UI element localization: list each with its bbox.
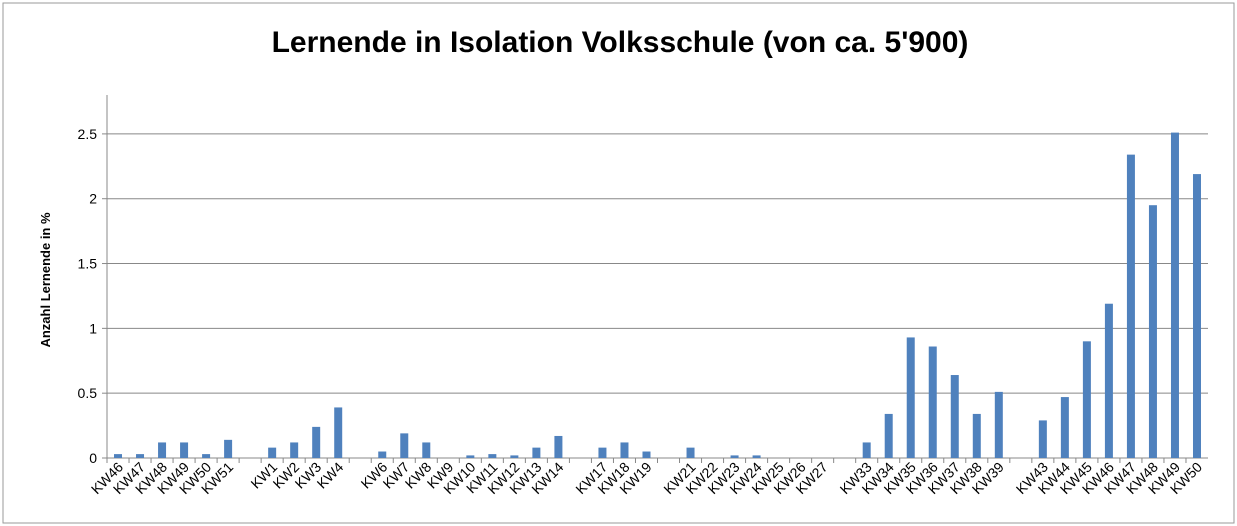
bar <box>158 442 167 458</box>
y-axis-label: Anzahl Lernende in % <box>38 212 53 348</box>
y-tick-label: 2 <box>89 191 97 207</box>
bar <box>1148 205 1157 458</box>
bar <box>1104 303 1113 458</box>
bar <box>1126 154 1135 458</box>
y-tick-label: 1 <box>89 320 97 336</box>
bar <box>1170 132 1179 458</box>
bar <box>554 435 563 458</box>
bar <box>928 346 937 458</box>
bar <box>994 391 1003 458</box>
bar <box>466 455 475 458</box>
bar <box>312 426 321 458</box>
bar <box>884 413 893 458</box>
bar <box>378 451 387 458</box>
bar <box>400 433 409 458</box>
bar <box>180 442 189 458</box>
bar <box>290 442 299 458</box>
bar <box>202 454 211 458</box>
bar <box>972 413 981 458</box>
chart-title: Lernende in Isolation Volksschule (von c… <box>272 26 969 59</box>
bar <box>950 375 959 458</box>
y-tick-label: 0.5 <box>78 385 98 401</box>
bar <box>752 455 761 458</box>
bar <box>1060 397 1069 458</box>
bar <box>1192 174 1201 458</box>
bar <box>862 442 871 458</box>
bar <box>510 455 519 458</box>
bar <box>136 454 145 458</box>
bar <box>422 442 431 458</box>
y-tick-label: 2.5 <box>78 126 98 142</box>
bar <box>1082 341 1091 458</box>
y-tick-label: 0 <box>89 450 97 466</box>
bar <box>906 337 915 458</box>
bar <box>532 447 541 458</box>
bar <box>488 454 497 458</box>
bar <box>1038 420 1047 458</box>
bar <box>114 454 123 458</box>
y-tick-label: 1.5 <box>78 256 98 272</box>
bar <box>268 447 277 458</box>
bar <box>598 447 607 458</box>
bar <box>620 442 629 458</box>
bar <box>224 439 233 458</box>
bar <box>730 455 739 458</box>
bar <box>686 447 695 458</box>
bar <box>334 407 343 458</box>
bar <box>642 451 651 458</box>
